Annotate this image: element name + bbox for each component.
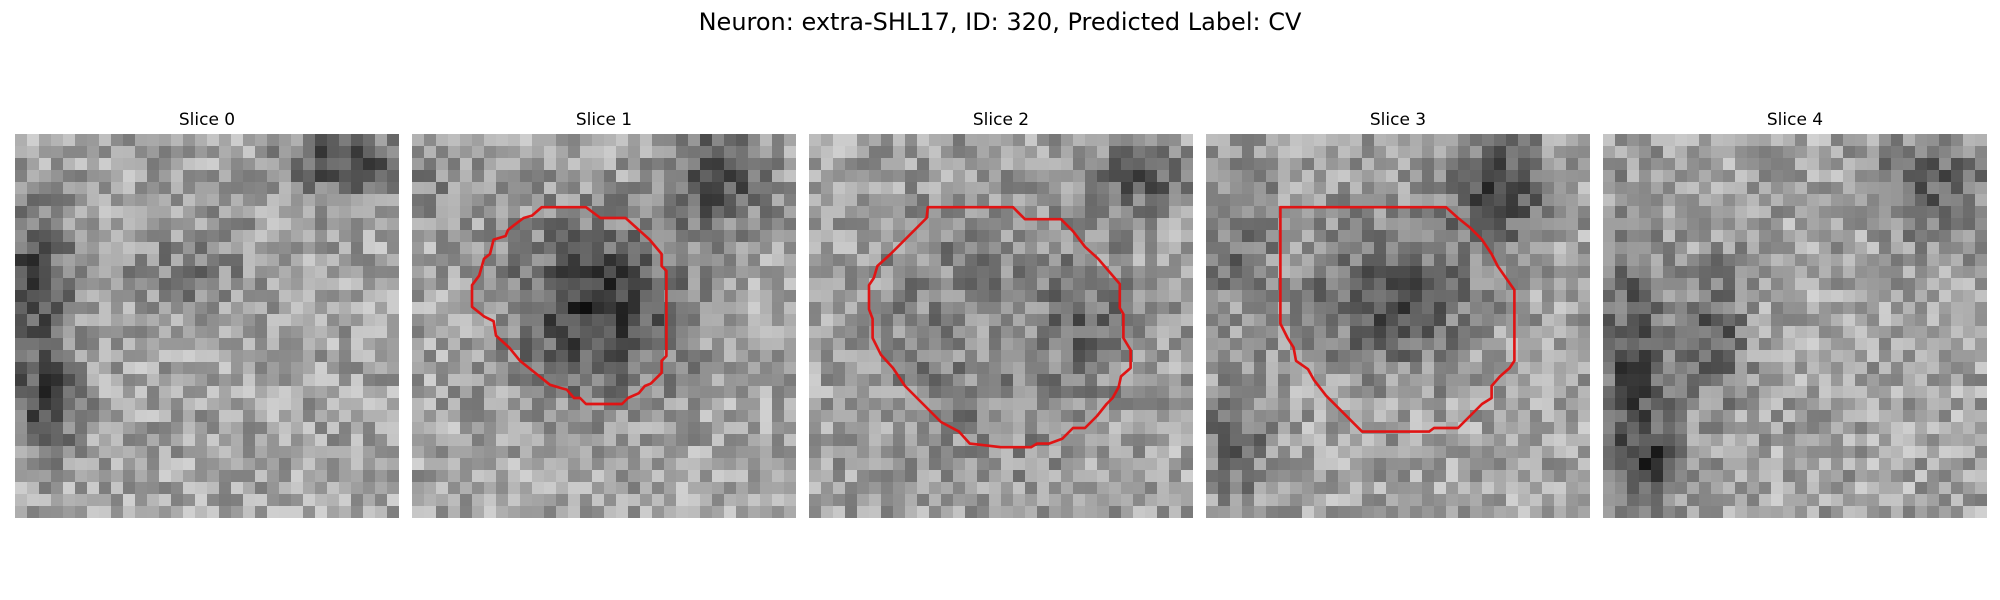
slice-title-4: Slice 4	[1603, 110, 1987, 130]
slice-panel-1: Slice 1	[412, 110, 796, 518]
slice-image-1	[412, 134, 796, 518]
slice-panel-0: Slice 0	[15, 110, 399, 518]
slice-title-0: Slice 0	[15, 110, 399, 130]
slice-image-0	[15, 134, 399, 518]
slice-panel-4: Slice 4	[1603, 110, 1987, 518]
slice-1-pixel-grid	[412, 134, 796, 518]
slice-2-pixel-grid	[809, 134, 1193, 518]
slice-panel-3: Slice 3	[1206, 110, 1590, 518]
figure-title: Neuron: extra-SHL17, ID: 320, Predicted …	[0, 7, 2000, 37]
slice-image-2	[809, 134, 1193, 518]
slice-title-2: Slice 2	[809, 110, 1193, 130]
slice-image-3	[1206, 134, 1590, 518]
slice-0-pixel-grid	[15, 134, 399, 518]
slice-4-pixel-grid	[1603, 134, 1987, 518]
slice-title-3: Slice 3	[1206, 110, 1590, 130]
slice-image-4	[1603, 134, 1987, 518]
slice-title-1: Slice 1	[412, 110, 796, 130]
slice-panel-2: Slice 2	[809, 110, 1193, 518]
slice-3-pixel-grid	[1206, 134, 1590, 518]
